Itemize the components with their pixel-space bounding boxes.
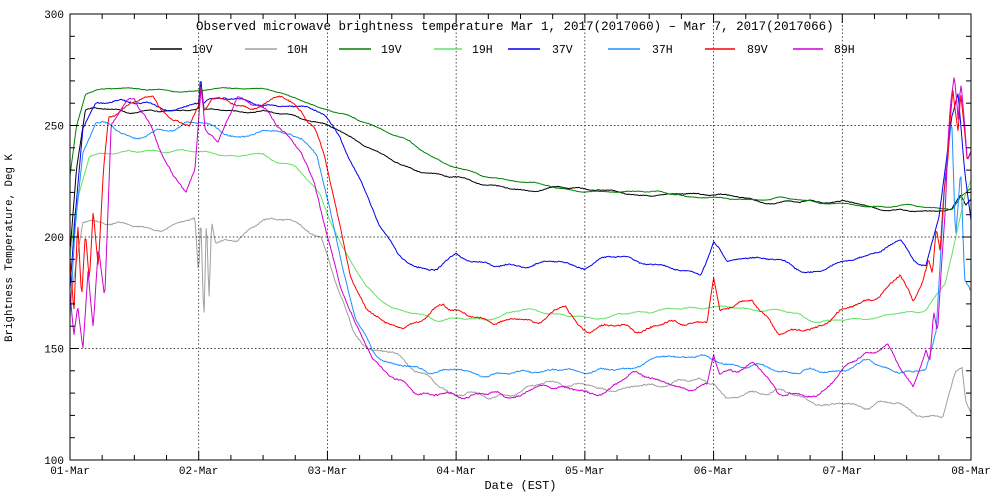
svg-text:150: 150 (44, 345, 64, 357)
svg-text:19V: 19V (381, 44, 402, 57)
svg-text:37V: 37V (552, 44, 573, 57)
svg-text:300: 300 (44, 10, 64, 22)
svg-text:10V: 10V (192, 44, 213, 57)
svg-text:05-Mar: 05-Mar (565, 466, 605, 478)
svg-text:03-Mar: 03-Mar (308, 466, 348, 478)
svg-text:19H: 19H (472, 44, 493, 57)
svg-text:89V: 89V (747, 44, 768, 57)
svg-text:06-Mar: 06-Mar (694, 466, 734, 478)
svg-text:08-Mar: 08-Mar (951, 466, 991, 478)
svg-text:04-Mar: 04-Mar (436, 466, 476, 478)
svg-text:10H: 10H (287, 44, 308, 57)
svg-text:07-Mar: 07-Mar (822, 466, 862, 478)
svg-text:200: 200 (44, 233, 64, 245)
svg-text:02-Mar: 02-Mar (179, 466, 219, 478)
svg-text:250: 250 (44, 122, 64, 134)
svg-text:37H: 37H (652, 44, 673, 57)
svg-text:01-Mar: 01-Mar (50, 466, 90, 478)
svg-text:Date (EST): Date (EST) (484, 479, 556, 493)
svg-text:Observed microwave brightness: Observed microwave brightness temperatur… (196, 20, 834, 34)
svg-text:Brightness Temperature, Deg K: Brightness Temperature, Deg K (4, 154, 16, 342)
svg-text:89H: 89H (834, 44, 855, 57)
